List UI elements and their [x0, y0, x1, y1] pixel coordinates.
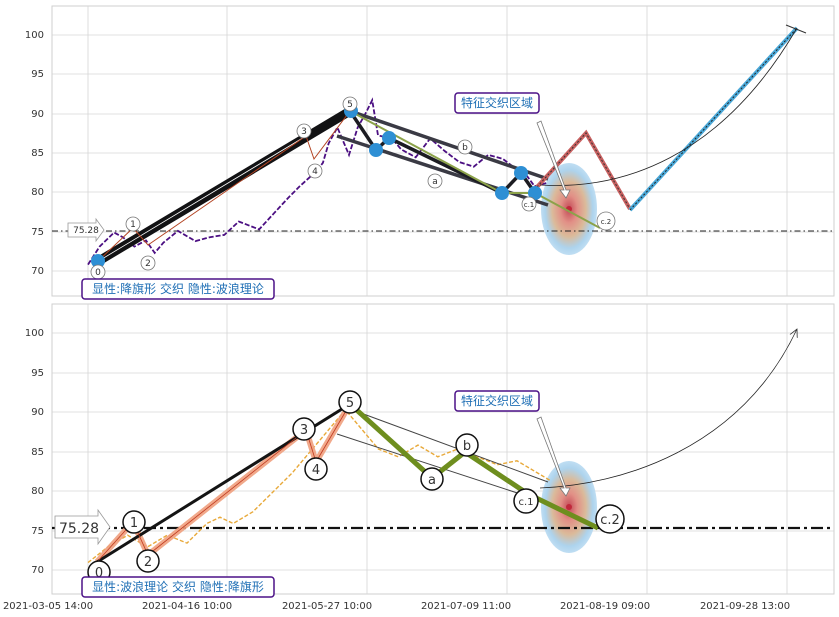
x-tick-label: 2021-05-27 10:00 — [282, 601, 372, 612]
top-wave-label-text: 2 — [145, 259, 151, 269]
bottom-wave-label: 4 — [305, 458, 327, 480]
bottom-wave-label: c.1 — [514, 489, 538, 513]
top-y-tick-label: 70 — [31, 266, 44, 277]
x-tick-labels: 2021-03-05 14:00 2021-04-16 10:00 2021-0… — [3, 601, 790, 612]
bottom-wave-label-text: 2 — [144, 555, 152, 570]
bottom-y-tick-label: 90 — [31, 407, 44, 418]
top-pivot-point — [495, 186, 509, 200]
bottom-feature-zone-center — [566, 504, 572, 510]
top-panel: 100 95 90 85 80 75 70 75.28 — [25, 6, 834, 299]
top-wave-label: 5 — [343, 97, 357, 111]
top-wave-label: b — [458, 140, 472, 154]
x-tick-label: 2021-08-19 09:00 — [560, 601, 650, 612]
top-pivot-point — [514, 166, 528, 180]
bottom-y-tick-label: 70 — [31, 565, 44, 576]
top-plot-area — [52, 6, 834, 296]
bottom-wave-label-text: b — [463, 439, 471, 454]
bottom-legend-text: 显性:波浪理论 交织 隐性:降旗形 — [92, 579, 264, 594]
bottom-y-tick-label: 85 — [31, 447, 44, 458]
top-wave-label-text: a — [432, 177, 438, 187]
top-wave-label-text: 4 — [312, 167, 318, 177]
top-wave-label: c.2 — [597, 212, 615, 230]
bottom-price-level-label: 75.28 — [59, 521, 99, 537]
bottom-wave-label-text: c.2 — [600, 513, 620, 528]
top-wave-label: 0 — [91, 265, 105, 279]
top-wave-label-text: c.2 — [601, 218, 612, 226]
bottom-wave-label-text: c.1 — [518, 497, 533, 508]
bottom-annotation-text: 特征交织区域 — [461, 393, 533, 408]
top-wave-label: c.1 — [522, 197, 536, 211]
top-wave-label-text: c.1 — [524, 201, 535, 209]
top-y-tick-label: 75 — [31, 227, 44, 238]
top-wave-label: a — [428, 174, 442, 188]
bottom-y-tick-labels: 100 95 90 85 80 75 70 — [25, 328, 44, 576]
top-annotation-text: 特征交织区域 — [461, 95, 533, 110]
top-pivot-point — [369, 143, 383, 157]
bottom-wave-label: 2 — [137, 550, 159, 572]
top-wave-label: 4 — [308, 164, 322, 178]
x-tick-label: 2021-04-16 10:00 — [142, 601, 232, 612]
bottom-wave-label-text: 1 — [130, 516, 138, 531]
top-y-tick-label: 85 — [31, 148, 44, 159]
bottom-wave-label-text: 4 — [312, 463, 320, 478]
top-price-level-label: 75.28 — [73, 226, 99, 236]
x-tick-label: 2021-03-05 14:00 — [3, 601, 93, 612]
bottom-wave-label-text: a — [428, 473, 436, 488]
top-wave-label-text: b — [462, 143, 468, 153]
top-wave-label-text: 1 — [130, 220, 136, 230]
top-wave-label-text: 5 — [347, 100, 353, 110]
x-tick-label: 2021-09-28 13:00 — [700, 601, 790, 612]
top-y-tick-label: 90 — [31, 109, 44, 120]
top-y-tick-labels: 100 95 90 85 80 75 70 — [25, 30, 44, 277]
bottom-y-tick-label: 95 — [31, 368, 44, 379]
bottom-wave-label-text: 3 — [300, 423, 308, 438]
top-wave-label: 1 — [126, 217, 140, 231]
bottom-y-tick-label: 100 — [25, 328, 44, 339]
bottom-y-tick-label: 75 — [31, 526, 44, 537]
top-y-tick-label: 80 — [31, 187, 44, 198]
bottom-plot-area — [52, 304, 834, 594]
bottom-wave-label: c.2 — [596, 505, 624, 533]
bottom-wave-label: b — [456, 434, 478, 456]
bottom-wave-label: 5 — [339, 391, 361, 413]
top-wave-label: 2 — [141, 256, 155, 270]
bottom-wave-label-text: 5 — [346, 396, 354, 411]
bottom-wave-label: a — [421, 468, 443, 490]
bottom-y-tick-label: 80 — [31, 486, 44, 497]
x-tick-label: 2021-07-09 11:00 — [421, 601, 511, 612]
bottom-wave-label: 1 — [123, 511, 145, 533]
bottom-wave-label: 3 — [293, 418, 315, 440]
top-wave-label-text: 0 — [95, 268, 101, 278]
top-y-tick-label: 100 — [25, 30, 44, 41]
top-wave-label: 3 — [297, 124, 311, 138]
top-y-tick-label: 95 — [31, 69, 44, 80]
top-wave-label-text: 3 — [301, 127, 307, 137]
top-pivot-point — [382, 131, 396, 145]
top-legend-text: 显性:降旗形 交织 隐性:波浪理论 — [92, 281, 264, 296]
